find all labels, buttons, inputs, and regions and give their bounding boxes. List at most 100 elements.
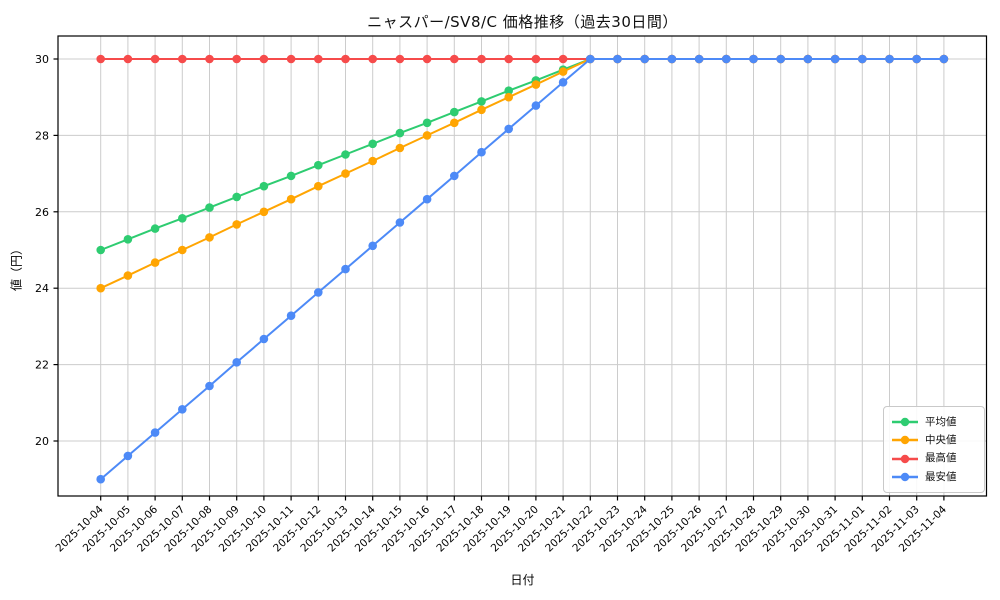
legend-marker-median	[892, 436, 918, 445]
series-point-min	[613, 54, 622, 64]
series-point-min	[722, 54, 731, 64]
series-point-max	[504, 54, 513, 64]
series-point-min	[885, 54, 894, 64]
series-point-max	[286, 54, 296, 64]
series-point-min	[776, 54, 785, 64]
chart-title: ニャスパー/SV8/C 価格推移（過去30日間）	[367, 13, 678, 31]
series-point-min	[640, 54, 649, 64]
series-point-median	[314, 181, 323, 191]
series-average	[96, 54, 949, 255]
series-line-min	[100, 58, 944, 480]
series-point-min	[123, 451, 133, 461]
series-point-median	[341, 169, 350, 178]
series-line-median	[100, 58, 944, 290]
series-point-median	[477, 105, 486, 115]
series-point-max	[314, 54, 323, 64]
legend-label-average: 平均値	[925, 415, 957, 428]
series-point-min	[259, 334, 269, 344]
series-point-average	[286, 171, 296, 181]
series-point-average	[314, 160, 323, 170]
legend-marker-average	[892, 417, 918, 427]
series-point-max	[477, 54, 486, 64]
series-point-max	[558, 54, 568, 64]
series-point-min	[178, 404, 187, 414]
y-axis-label: 値（円）	[9, 242, 24, 292]
legend-marker-min	[892, 472, 918, 482]
series-point-max	[178, 54, 187, 64]
series-point-min	[939, 54, 949, 64]
y-tick-label: 26	[35, 206, 49, 219]
series-point-average	[450, 107, 459, 117]
series-point-average	[96, 245, 105, 255]
series-point-average	[395, 128, 405, 138]
series-point-max	[205, 54, 214, 64]
series-point-max	[395, 54, 405, 64]
series-point-min	[395, 218, 405, 227]
series-point-max	[96, 54, 105, 64]
series-point-min	[205, 381, 214, 391]
series-point-median	[123, 271, 133, 280]
legend-label-max: 最高値	[925, 452, 957, 465]
series-point-average	[205, 203, 214, 212]
series-point-average	[259, 181, 269, 191]
series-point-min	[96, 474, 105, 484]
series-point-average	[150, 224, 160, 233]
series-point-min	[314, 288, 323, 297]
y-axis-ticks: 20 22 24 26 28 30	[35, 53, 58, 448]
series-point-median	[259, 207, 269, 217]
series-point-min	[586, 54, 595, 64]
series-point-median	[205, 233, 214, 242]
y-tick-label: 24	[35, 282, 49, 295]
series-point-average	[178, 213, 187, 223]
series-point-min	[477, 147, 486, 157]
series-point-average	[368, 139, 378, 149]
series-point-median	[150, 258, 160, 267]
series-point-max	[150, 54, 160, 64]
series-point-min	[341, 264, 350, 274]
series-point-max	[341, 54, 350, 64]
series-point-max	[123, 54, 133, 64]
plot-border	[57, 35, 988, 497]
series-point-average	[477, 97, 486, 106]
y-tick-label: 22	[35, 359, 49, 372]
series-point-median	[531, 80, 541, 89]
series-point-min	[830, 54, 840, 64]
series-min	[96, 54, 949, 484]
series-point-median	[450, 118, 459, 128]
series-point-median	[558, 67, 568, 76]
legend: 平均値中央値最高値最安値	[883, 406, 985, 493]
series-point-median	[422, 131, 432, 140]
series-point-min	[694, 54, 704, 64]
legend-item-max: 最高値	[892, 453, 976, 464]
series-point-min	[368, 241, 378, 251]
series-point-average	[341, 150, 350, 159]
legend-item-average: 平均値	[892, 417, 976, 428]
series-point-min	[667, 54, 677, 64]
series-point-min	[912, 54, 921, 64]
series-point-average	[123, 235, 133, 244]
series-point-min	[803, 54, 813, 64]
series-point-min	[858, 54, 867, 64]
series-point-min	[422, 194, 432, 204]
series-point-min	[558, 78, 568, 87]
y-tick-label: 20	[35, 435, 49, 448]
series-point-median	[368, 156, 378, 166]
series-point-min	[531, 101, 541, 110]
series-point-min	[450, 171, 459, 181]
legend-item-min: 最安値	[892, 472, 976, 483]
gridlines	[58, 36, 987, 496]
series-point-average	[422, 118, 432, 128]
legend-label-median: 中央値	[925, 434, 957, 447]
series-point-median	[504, 92, 513, 102]
series-point-average	[504, 86, 513, 96]
series-line-average	[100, 58, 944, 251]
series-point-min	[232, 358, 241, 367]
series-point-min	[504, 124, 513, 134]
series-point-min	[749, 54, 758, 64]
series-point-max	[422, 54, 432, 64]
y-tick-label: 30	[35, 53, 49, 66]
x-axis-label: 日付	[510, 573, 535, 587]
legend-marker-max	[892, 454, 918, 463]
series-point-median	[96, 283, 105, 293]
